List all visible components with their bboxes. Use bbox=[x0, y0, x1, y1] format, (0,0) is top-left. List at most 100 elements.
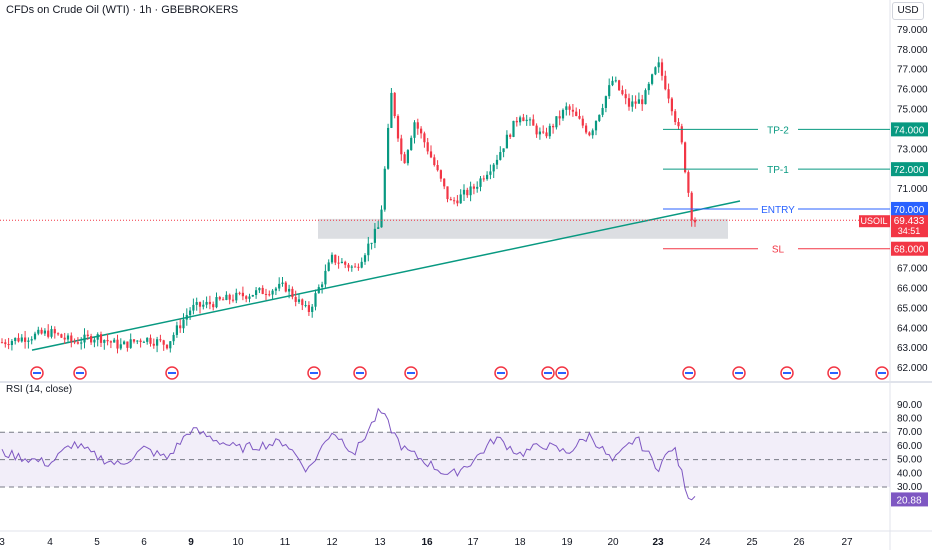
level-label-tp-1: TP-1 bbox=[767, 165, 789, 176]
rsi-tick-label: 30.00 bbox=[897, 482, 922, 493]
candle-body bbox=[119, 344, 122, 349]
level-label-bg bbox=[758, 201, 798, 216]
candle-body bbox=[680, 126, 683, 143]
candle-body bbox=[212, 304, 215, 308]
candle-body bbox=[109, 341, 112, 343]
candle-body bbox=[598, 114, 601, 121]
x-tick-label: 16 bbox=[421, 537, 433, 548]
candle-body bbox=[611, 80, 614, 86]
candle-body bbox=[476, 186, 479, 189]
x-tick-label: 23 bbox=[652, 537, 664, 548]
candle-body bbox=[165, 344, 169, 349]
candle-body bbox=[515, 120, 518, 123]
candle-body bbox=[123, 341, 126, 345]
candle-body bbox=[301, 299, 304, 306]
x-tick-label: 4 bbox=[47, 537, 53, 548]
candle-body bbox=[538, 131, 541, 135]
candle-body bbox=[462, 189, 466, 195]
candle-body bbox=[222, 299, 225, 301]
candle-body bbox=[525, 119, 528, 122]
candle-body bbox=[687, 172, 690, 193]
candle-body bbox=[499, 152, 502, 160]
candle-body bbox=[571, 109, 574, 112]
candle-body bbox=[14, 337, 17, 342]
x-tick-label: 18 bbox=[514, 537, 526, 548]
y-tick-label: 78.000 bbox=[897, 45, 928, 56]
x-tick-label: 9 bbox=[188, 537, 194, 548]
candle-body bbox=[509, 134, 512, 137]
candle-body bbox=[660, 62, 664, 76]
candle-body bbox=[93, 339, 96, 343]
candle-body bbox=[370, 242, 373, 244]
candle-body bbox=[281, 282, 284, 284]
candle-body bbox=[393, 92, 396, 117]
candle-body bbox=[10, 341, 13, 346]
candle-body bbox=[585, 125, 588, 133]
candle-body bbox=[608, 85, 611, 97]
candle-body bbox=[519, 117, 522, 123]
candle-body bbox=[416, 122, 419, 129]
candle-body bbox=[182, 319, 185, 329]
y-tick-label: 67.000 bbox=[897, 264, 928, 275]
candle-body bbox=[317, 287, 320, 294]
candle-body bbox=[76, 342, 79, 344]
candle-body bbox=[604, 96, 607, 108]
candle-body bbox=[4, 342, 7, 345]
candle-body bbox=[624, 94, 627, 99]
x-tick-label: 19 bbox=[561, 537, 573, 548]
candle-body bbox=[357, 266, 360, 268]
candle-body bbox=[423, 133, 426, 143]
candle-body bbox=[400, 138, 403, 155]
candle-body bbox=[175, 325, 178, 335]
candle-body bbox=[20, 337, 23, 342]
candle-body bbox=[575, 111, 578, 116]
candle-body bbox=[436, 164, 439, 171]
currency-selector[interactable]: USD bbox=[892, 2, 924, 20]
candle-body bbox=[555, 116, 558, 128]
candle-body bbox=[360, 261, 363, 268]
rsi-tick-label: 40.00 bbox=[897, 468, 922, 479]
candle-body bbox=[439, 170, 442, 179]
level-price-tag bbox=[891, 201, 928, 216]
candle-body bbox=[291, 288, 294, 298]
last-price-tag bbox=[891, 215, 928, 238]
candle-body bbox=[410, 137, 413, 151]
candle-body bbox=[667, 89, 670, 99]
candle-body bbox=[159, 339, 162, 341]
candle-body bbox=[202, 304, 205, 307]
candle-body bbox=[43, 330, 46, 334]
candle-body bbox=[350, 266, 353, 268]
y-tick-label: 63.000 bbox=[897, 343, 928, 354]
x-tick-label: 26 bbox=[793, 537, 805, 548]
level-price-text: 72.000 bbox=[894, 165, 925, 176]
candle-body bbox=[693, 220, 697, 223]
y-tick-label: 71.000 bbox=[897, 184, 928, 195]
candle-body bbox=[47, 330, 50, 337]
x-tick-label: 25 bbox=[746, 537, 758, 548]
candle-body bbox=[396, 116, 400, 139]
candle-body bbox=[505, 134, 508, 149]
candle-body bbox=[17, 337, 20, 342]
candle-body bbox=[264, 293, 268, 295]
x-tick-label: 20 bbox=[607, 537, 619, 548]
candle-body bbox=[647, 83, 650, 91]
candle-body bbox=[0, 342, 4, 344]
candle-body bbox=[251, 295, 254, 297]
candle-body bbox=[568, 106, 571, 110]
candle-body bbox=[99, 334, 103, 343]
y-tick-label: 64.000 bbox=[897, 323, 928, 334]
rsi-tick-label: 80.00 bbox=[897, 414, 922, 425]
candle-body bbox=[185, 315, 188, 320]
candle-body bbox=[334, 254, 337, 263]
x-tick-label: 17 bbox=[467, 537, 479, 548]
y-tick-label: 66.000 bbox=[897, 283, 928, 294]
rsi-title: RSI (14, close) bbox=[6, 384, 73, 395]
level-label-bg bbox=[758, 162, 798, 177]
candle-body bbox=[225, 294, 228, 300]
candle-body bbox=[274, 288, 277, 291]
candle-body bbox=[459, 194, 462, 204]
candle-body bbox=[591, 130, 594, 136]
candle-body bbox=[406, 150, 409, 164]
candle-body bbox=[472, 186, 475, 189]
